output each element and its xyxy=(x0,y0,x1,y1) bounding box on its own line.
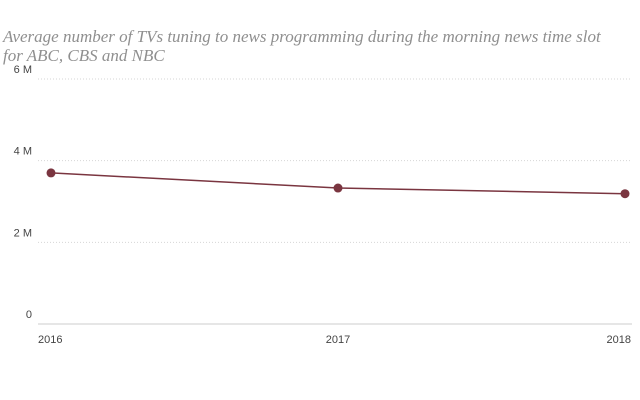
gridlines xyxy=(38,78,632,325)
x-axis-ticks: 2016 2017 2018 xyxy=(38,334,631,346)
y-tick-label: 0 xyxy=(26,309,32,321)
y-axis-ticks: 0 2 M 4 M 6 M xyxy=(14,64,32,321)
series xyxy=(46,168,630,199)
x-tick-label: 2018 xyxy=(607,334,631,346)
x-tick-label: 2016 xyxy=(38,334,62,346)
x-tick-label: 2017 xyxy=(326,334,350,346)
chart-title: Average number of TVs tuning to news pro… xyxy=(3,27,601,65)
data-point xyxy=(333,183,343,193)
data-point xyxy=(620,189,630,199)
y-tick-label: 6 M xyxy=(14,64,32,76)
data-point xyxy=(46,168,56,178)
y-tick-label: 4 M xyxy=(14,146,32,158)
y-tick-label: 2 M xyxy=(14,227,32,239)
